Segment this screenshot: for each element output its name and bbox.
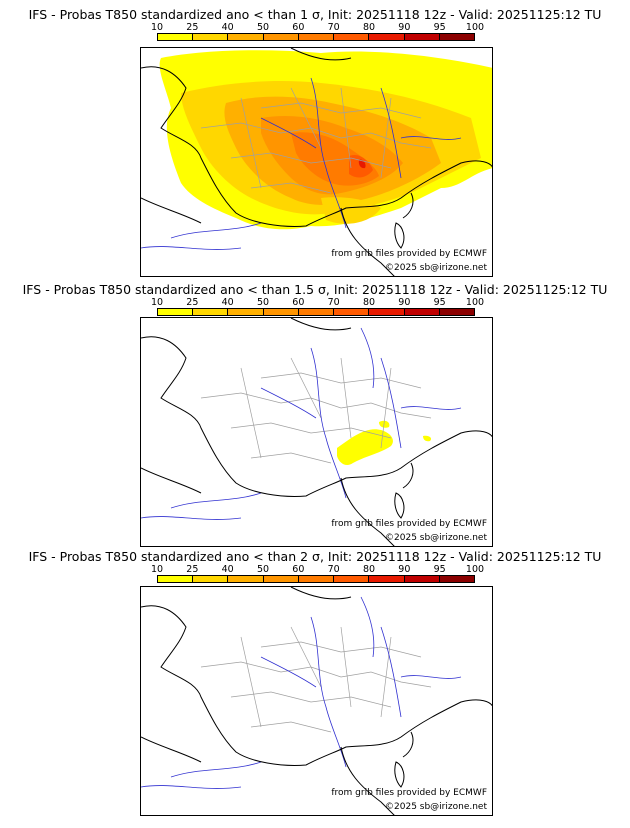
legend-tick-label: 25 (186, 564, 199, 575)
source-credit: from grib files provided by ECMWF (331, 249, 487, 259)
legend-color-swatch (439, 309, 474, 315)
probability-shading (337, 420, 432, 466)
panel-title: IFS - Probas T850 standardized ano < tha… (28, 7, 602, 22)
legend-tick-label: 80 (362, 564, 376, 575)
legend-tick-label: 90 (398, 297, 411, 308)
legend-tick-label: 70 (327, 564, 340, 575)
legend-tick-label: 50 (256, 564, 270, 575)
geography-lines (141, 587, 492, 815)
legend-tick-label: 100 (465, 564, 485, 575)
probability-shading (159, 50, 492, 230)
legend-color-swatch (298, 309, 335, 315)
legend-tick-label: 100 (465, 22, 485, 33)
legend-color-swatch (404, 34, 440, 40)
panel-title: IFS - Probas T850 standardized ano < tha… (28, 549, 602, 564)
legend-tick-label: 25 (186, 297, 199, 308)
legend-color-swatch (158, 309, 194, 315)
legend-color-swatch (263, 309, 299, 315)
legend-color-swatch (298, 576, 335, 582)
legend-color-swatch (193, 309, 229, 315)
legend-color-swatch (228, 576, 264, 582)
legend-tick-label: 60 (292, 564, 305, 575)
legend-tick-label: 10 (150, 297, 164, 308)
legend-color-bar (157, 308, 475, 316)
legend-tick-label: 80 (362, 297, 376, 308)
geography-lines (141, 48, 492, 276)
legend-tick-label: 70 (327, 22, 340, 33)
copyright-credit: ©2025 sb@irizone.net (385, 263, 487, 273)
legend-color-swatch (158, 34, 194, 40)
legend-tick-label: 95 (433, 297, 446, 308)
source-credit: from grib files provided by ECMWF (331, 788, 487, 798)
legend-tick-label: 60 (292, 22, 305, 33)
legend-color-swatch (334, 576, 370, 582)
probability-legend: 10 25 40 50 60 70 80 90 95 100 (151, 297, 484, 317)
legend-color-swatch (369, 309, 405, 315)
probability-legend: 10 25 40 50 60 70 80 90 95 100 (151, 22, 484, 42)
legend-tick-label: 50 (256, 297, 270, 308)
copyright-credit: ©2025 sb@irizone.net (385, 802, 487, 812)
legend-tick-label: 40 (221, 564, 234, 575)
legend-color-swatch (404, 309, 440, 315)
legend-tick-label: 70 (327, 297, 340, 308)
legend-color-swatch (228, 309, 264, 315)
legend-color-swatch (439, 34, 474, 40)
legend-tick-label: 25 (186, 22, 199, 33)
probability-map: from grib files provided by ECMWF ©2025 … (140, 317, 493, 547)
legend-tick-label: 40 (221, 297, 234, 308)
legend-color-swatch (193, 34, 229, 40)
legend-color-bar (157, 575, 475, 583)
panel-title: IFS - Probas T850 standardized ano < tha… (22, 282, 608, 297)
legend-color-swatch (263, 576, 299, 582)
legend-color-swatch (334, 34, 370, 40)
legend-tick-label: 40 (221, 22, 234, 33)
legend-color-swatch (298, 34, 335, 40)
legend-tick-label: 60 (292, 297, 305, 308)
legend-tick-label: 90 (398, 22, 411, 33)
legend-tick-label: 100 (465, 297, 485, 308)
legend-tick-labels: 10 25 40 50 60 70 80 90 95 100 (151, 564, 484, 575)
copyright-credit: ©2025 sb@irizone.net (385, 533, 487, 543)
legend-color-bar (157, 33, 475, 41)
probability-map: from grib files provided by ECMWF ©2025 … (140, 586, 493, 816)
legend-tick-label: 10 (150, 564, 164, 575)
legend-tick-label: 95 (433, 22, 446, 33)
map-canvas (141, 587, 492, 815)
map-canvas (141, 318, 492, 546)
legend-tick-label: 80 (362, 22, 376, 33)
map-panel-2sigma: IFS - Probas T850 standardized ano < tha… (0, 545, 630, 821)
legend-color-swatch (228, 34, 264, 40)
legend-color-swatch (334, 309, 370, 315)
legend-color-swatch (439, 576, 474, 582)
probability-map: from grib files provided by ECMWF ©2025 … (140, 47, 493, 277)
legend-tick-label: 50 (256, 22, 270, 33)
legend-tick-labels: 10 25 40 50 60 70 80 90 95 100 (151, 22, 484, 33)
legend-tick-labels: 10 25 40 50 60 70 80 90 95 100 (151, 297, 484, 308)
probability-legend: 10 25 40 50 60 70 80 90 95 100 (151, 564, 484, 584)
legend-tick-label: 90 (398, 564, 411, 575)
legend-color-swatch (404, 576, 440, 582)
legend-tick-label: 10 (150, 22, 164, 33)
legend-color-swatch (369, 34, 405, 40)
legend-color-swatch (193, 576, 229, 582)
geography-lines (141, 318, 492, 546)
legend-color-swatch (369, 576, 405, 582)
map-panel-1-5sigma: IFS - Probas T850 standardized ano < tha… (0, 276, 630, 552)
legend-color-swatch (263, 34, 299, 40)
map-panel-1sigma: IFS - Probas T850 standardized ano < tha… (0, 0, 630, 277)
source-credit: from grib files provided by ECMWF (331, 519, 487, 529)
map-canvas (141, 48, 492, 276)
legend-color-swatch (158, 576, 194, 582)
legend-tick-label: 95 (433, 564, 446, 575)
